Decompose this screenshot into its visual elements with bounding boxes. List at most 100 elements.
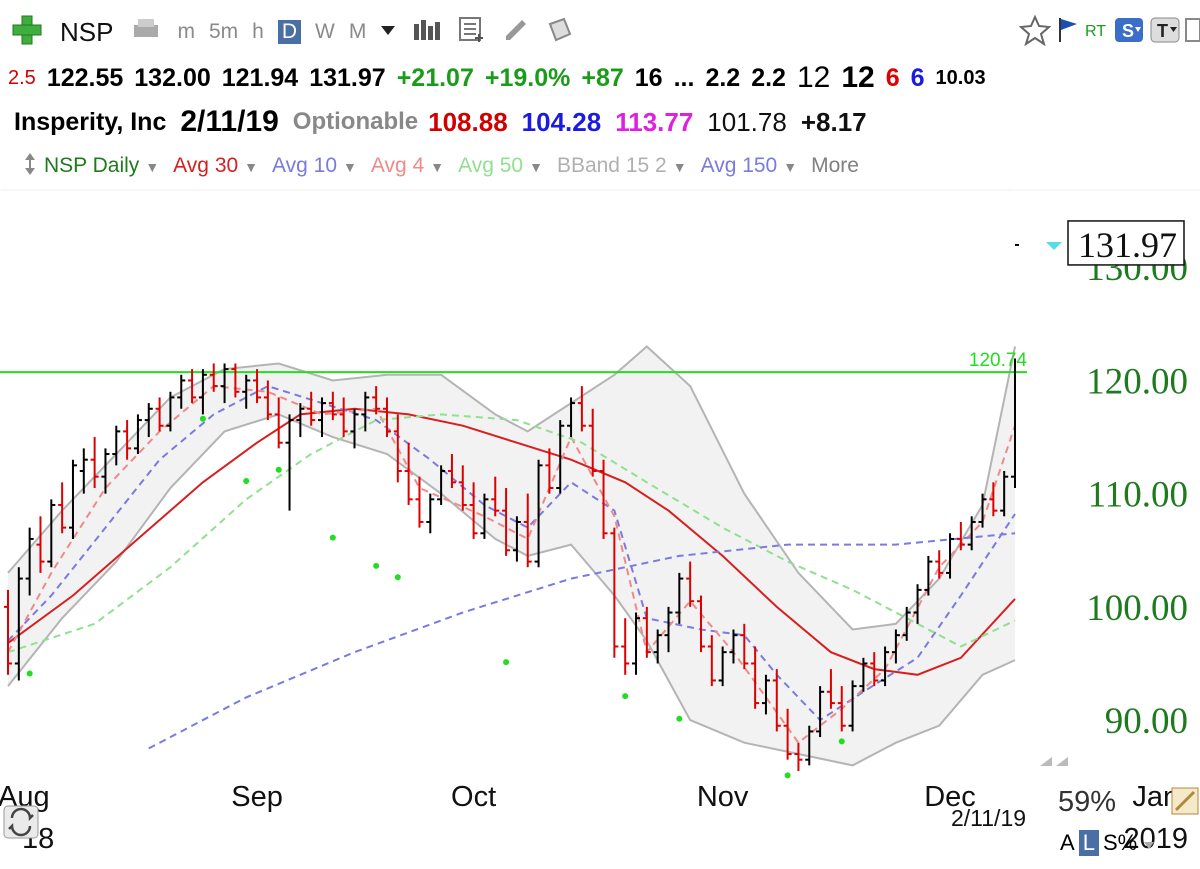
chevron-down-icon[interactable]: ▼	[430, 159, 445, 175]
ohlc-bar	[599, 459, 608, 539]
draw-pencil-icon[interactable]	[502, 16, 530, 49]
quote-field: 10.03	[935, 66, 986, 89]
chevron-down-icon[interactable]	[380, 23, 396, 41]
info-line: Insperity, Inc 2/11/19 Optionable 108.88…	[0, 102, 1200, 142]
bar-chart-icon[interactable]	[412, 18, 442, 47]
scale-button-percent[interactable]: S%	[1102, 830, 1138, 855]
interval-button-week[interactable]: W	[315, 20, 335, 43]
study-item[interactable]: Avg 30 ▼	[173, 154, 258, 178]
ohlc-bar	[350, 408, 359, 449]
add-symbol-icon[interactable]	[10, 13, 44, 52]
ohlc-bar	[729, 629, 738, 664]
chevron-down-icon[interactable]: ▼	[145, 159, 160, 175]
ruler-icon[interactable]	[1171, 787, 1199, 815]
resize-arrows-icon[interactable]	[24, 152, 36, 181]
ohlc-bar	[502, 488, 511, 556]
price-chart[interactable]: 120.74 90.00 100.00 110.00 120.00 130.00 Aug…	[0, 182, 1200, 869]
ohlc-bar	[339, 397, 348, 438]
ohlc-bar	[426, 493, 435, 534]
y-tick-label: 90.00	[1105, 701, 1188, 742]
low-dot	[622, 693, 629, 700]
chevron-down-icon[interactable]	[1143, 830, 1155, 856]
interval-button-month[interactable]: M	[348, 20, 367, 43]
avg4-value: 113.77	[615, 106, 694, 137]
ohlc-bar	[567, 397, 576, 438]
ohlc-bar	[133, 414, 142, 455]
ohlc-bar	[447, 454, 456, 488]
study-item[interactable]: More	[811, 154, 859, 178]
study-item[interactable]: NSP Daily ▼	[44, 154, 159, 178]
ohlc-bar	[707, 635, 716, 687]
ohlc-bar	[859, 657, 868, 692]
symbol-label[interactable]: NSP	[60, 16, 114, 47]
chevron-down-icon[interactable]: ▼	[783, 159, 798, 175]
ohlc-bar	[935, 550, 944, 579]
interval-button-day[interactable]: D	[277, 20, 302, 44]
interval-button-5m[interactable]: 5m	[208, 20, 239, 43]
ohlc-bar	[621, 618, 630, 675]
svg-text:T: T	[1157, 21, 1168, 41]
quote-field: 12	[796, 61, 831, 94]
ohlc-bar	[783, 708, 792, 760]
quote-date: 2/11/19	[180, 105, 279, 138]
study-item[interactable]: Avg 50 ▼	[458, 154, 543, 178]
low-dot	[275, 466, 282, 473]
low-dot	[676, 715, 683, 722]
studies-line: NSP Daily ▼ Avg 30 ▼ Avg 10 ▼ Avg 4 ▼ Avg 50 ▼ BBa…	[0, 148, 1200, 184]
bband-fill	[8, 346, 1015, 766]
ohlc-bar	[967, 516, 976, 551]
chevron-down-icon[interactable]: ▼	[343, 159, 357, 175]
interval-button-1m[interactable]: m	[177, 20, 195, 43]
quote-field: 121.94	[221, 63, 299, 92]
tools-menu-icon[interactable]: T	[1150, 17, 1180, 48]
window-icon[interactable]	[1184, 17, 1200, 48]
ohlc-bar	[805, 725, 814, 766]
ohlc-bar	[242, 374, 251, 409]
study-item[interactable]: BBand 15 2 ▼	[557, 154, 687, 178]
ohlc-bar	[404, 442, 413, 505]
ohlc-bar	[523, 493, 532, 568]
low-dot	[784, 772, 791, 779]
chevron-down-icon[interactable]: ▼	[244, 159, 259, 175]
scale-button-log[interactable]: L	[1078, 830, 1099, 856]
study-item[interactable]: Avg 150 ▼	[701, 154, 798, 178]
x-tick-label: Jan	[1132, 781, 1179, 813]
scanner-icon[interactable]: S	[1114, 17, 1144, 48]
rt-label[interactable]: RT	[1084, 23, 1106, 40]
calculator-icon[interactable]	[458, 16, 486, 49]
optionable-label: Optionable	[292, 108, 419, 135]
ohlc-bar	[372, 386, 381, 415]
star-icon[interactable]	[1018, 14, 1052, 51]
low-dot	[199, 415, 206, 422]
scale-button-auto[interactable]: A	[1060, 830, 1075, 855]
ohlc-bar	[577, 386, 586, 432]
flag-icon[interactable]	[1057, 16, 1079, 49]
ohlc-bar	[632, 612, 641, 675]
chevron-down-icon[interactable]: ▼	[529, 159, 543, 175]
print-icon[interactable]	[131, 17, 161, 48]
low-dot	[373, 562, 380, 569]
scroll-arrows-icon[interactable]	[1040, 757, 1068, 766]
notes-icon[interactable]	[546, 16, 574, 49]
ohlc-bar	[696, 595, 705, 653]
study-item[interactable]: Avg 4 ▼	[371, 154, 444, 178]
y-tick-label: 100.00	[1086, 588, 1188, 629]
resistance-line-label: 120.74	[969, 350, 1028, 371]
zoom-cycle-icon[interactable]	[3, 805, 39, 839]
bband-lower	[7, 413, 1016, 767]
ohlc-bar	[491, 476, 500, 517]
chevron-down-icon[interactable]: ▼	[672, 159, 687, 175]
svg-text:S: S	[1122, 21, 1134, 41]
ohlc-bar	[653, 629, 662, 664]
low-dot	[394, 574, 401, 581]
zoom-percent[interactable]: 59%	[1058, 786, 1117, 818]
ohlc-bar	[751, 646, 760, 709]
company-name: Insperity, Inc	[14, 107, 167, 136]
ohlc-bar	[112, 425, 121, 466]
scale-controls: A L S%	[1060, 830, 1155, 856]
interval-button-hour[interactable]: h	[252, 20, 264, 43]
quote-field: 132.00	[134, 63, 211, 92]
study-label: Avg 4	[370, 154, 425, 177]
study-item[interactable]: Avg 10 ▼	[272, 154, 357, 178]
